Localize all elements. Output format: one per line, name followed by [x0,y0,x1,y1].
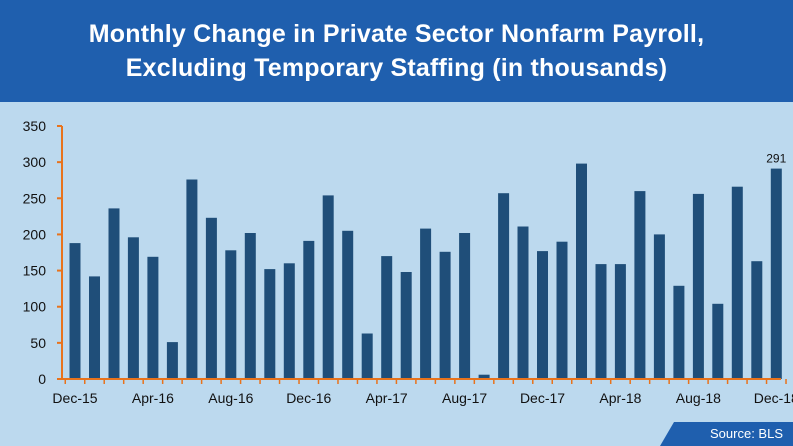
bar-mar-17 [361,333,373,379]
bar-jan-16 [89,276,100,379]
bar-apr-18 [614,264,626,379]
y-tick-label: 50 [30,335,46,351]
bar-aug-18 [692,193,704,379]
bar-jun-16 [186,179,198,379]
y-tick-label: 300 [23,154,47,170]
bar-sep-16 [244,233,256,379]
y-tick-label: 200 [23,226,47,242]
chart-header: Monthly Change in Private Sector Nonfarm… [0,0,793,102]
data-label: 291 [766,152,786,166]
bar-oct-18 [731,186,743,379]
bar-sep-18 [712,303,724,379]
bar-jan-18 [556,241,568,379]
bar-mar-16 [127,237,139,379]
y-tick-label: 150 [23,263,47,279]
bar-feb-18 [576,163,587,379]
bar-aug-16 [225,250,237,379]
bar-jan-17 [322,195,334,379]
x-tick-label: Apr-17 [366,390,408,406]
x-tick-label: Aug-16 [208,390,253,406]
bar-nov-16 [283,263,295,379]
bar-oct-16 [264,269,276,379]
bar-jul-18 [673,285,685,379]
bar-dec-15 [69,243,81,379]
bar-jun-17 [420,228,432,379]
bar-aug-17 [459,233,471,379]
bar-dec-18 [770,168,782,379]
bar-dec-17 [537,251,548,379]
x-tick-label: Aug-18 [676,390,721,406]
bar-may-17 [400,272,412,379]
bar-jun-18 [653,234,665,379]
bar-nov-18 [751,261,763,379]
bar-oct-17 [498,193,510,379]
bar-chart: 0 50 100 150 200 250 300 350 Dec-15 Apr-16 Aug-16 D… [23,118,793,406]
bar-dec-16 [303,240,315,379]
x-tick-label: Apr-16 [132,390,174,406]
y-tick-label: 0 [38,371,46,387]
source-label: Source: BLS [710,426,783,441]
bar-apr-17 [381,256,393,379]
bar-sep-17 [478,374,490,379]
bar-apr-16 [147,256,159,379]
chart-title-line2: Excluding Temporary Staffing (in thousan… [125,54,668,82]
chart-title-line1: Monthly Change in Private Sector Nonfarm… [88,20,705,48]
y-tick-label: 100 [23,299,47,315]
bar-nov-17 [517,226,529,379]
y-tick-label: 250 [23,190,47,206]
bar-jul-16 [205,217,217,379]
bar-feb-17 [342,230,354,379]
x-tick-label: Dec-15 [52,390,97,406]
x-tick-label: Aug-17 [442,390,487,406]
bar-jul-17 [439,251,451,379]
x-tick-label: Dec-17 [520,390,565,406]
bar-may-18 [634,191,646,379]
x-tick-label: Apr-18 [599,390,641,406]
y-tick-label: 350 [23,118,47,134]
x-tick-label: Dec-18 [754,390,793,406]
bar-feb-16 [108,208,120,379]
bar-mar-18 [595,264,607,379]
x-tick-label: Dec-16 [286,390,331,406]
source-band: Source: BLS [660,422,793,446]
bar-may-16 [166,342,178,379]
